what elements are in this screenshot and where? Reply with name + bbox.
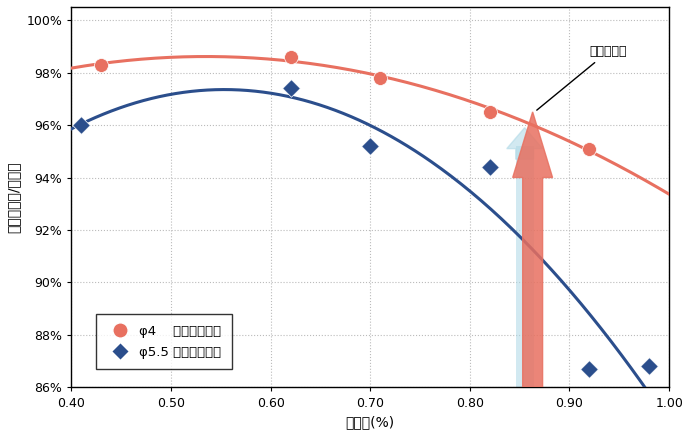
Point bbox=[584, 366, 595, 373]
Point bbox=[484, 109, 495, 116]
Legend: φ4    （细径线材）, φ5.5 （一般线材）: φ4 （细径线材）, φ5.5 （一般线材） bbox=[96, 314, 232, 369]
Point bbox=[285, 53, 296, 60]
Point bbox=[375, 74, 386, 81]
Point bbox=[285, 85, 296, 92]
Bar bbox=[515, 146, 533, 388]
Point bbox=[484, 164, 495, 170]
FancyArrow shape bbox=[513, 112, 553, 388]
Y-axis label: 冷加工极限/减面率: 冷加工极限/减面率 bbox=[7, 161, 21, 233]
Point bbox=[584, 145, 595, 152]
Point bbox=[76, 122, 87, 129]
Point bbox=[365, 143, 376, 150]
X-axis label: 碳含量(%): 碳含量(%) bbox=[346, 415, 395, 429]
Text: 拉丝性良好: 拉丝性良好 bbox=[537, 45, 627, 110]
FancyArrow shape bbox=[506, 128, 542, 159]
Point bbox=[644, 363, 655, 370]
Point bbox=[96, 61, 107, 68]
